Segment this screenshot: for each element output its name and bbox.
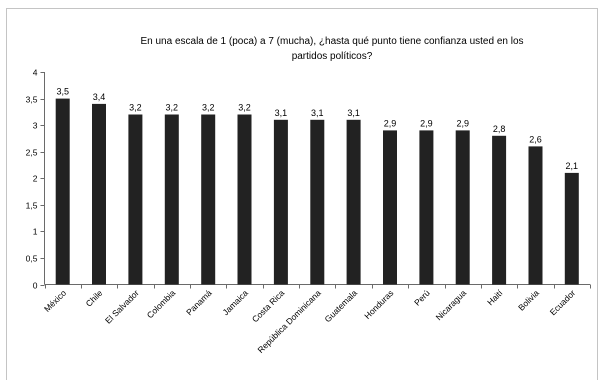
- x-tick-label-nicaragua: Nicaragua: [434, 288, 469, 323]
- data-label-peru: 2,9: [420, 118, 433, 128]
- data-label-bolivia: 2,6: [529, 134, 542, 144]
- data-labels: 3,5 3,4 3,2 3,2 3,2 3,2 3,1 3,1 3,1 2,9 2,9 2,9 2,8 2…: [56, 87, 578, 171]
- x-tick-label-el-salvador: El Salvador: [103, 288, 141, 326]
- y-tick-label: 0,5: [26, 254, 38, 264]
- bar-panama: [201, 114, 216, 285]
- data-label-guatemala: 3,1: [347, 108, 360, 118]
- chart-title-line-1: En una escala de 1 (poca) a 7 (mucha), ¿…: [140, 36, 523, 47]
- x-axis: [44, 284, 591, 289]
- y-tick-label: 0: [33, 281, 38, 291]
- bar-guatemala: [346, 119, 361, 285]
- x-tick-label-haiti: Haití: [485, 287, 505, 307]
- x-tick-label-chile: Chile: [84, 288, 105, 309]
- bar-chile: [92, 103, 106, 285]
- y-tick-label: 3: [33, 121, 38, 131]
- data-label-haiti: 2,8: [493, 124, 506, 134]
- y-tick-label: 1,5: [26, 201, 38, 211]
- bar-el-salvador: [128, 114, 143, 285]
- x-tick-label-ecuador: Ecuador: [548, 288, 578, 318]
- data-label-nicaragua: 2,9: [456, 118, 469, 128]
- bar-bolivia: [528, 146, 543, 285]
- data-label-chile: 3,4: [93, 92, 106, 102]
- data-label-costa-rica: 3,1: [275, 108, 288, 118]
- x-tick-label-peru: Perú: [412, 288, 432, 308]
- data-label-jamaica: 3,2: [238, 103, 251, 113]
- bars: [55, 98, 579, 285]
- bar-colombia: [164, 114, 179, 285]
- chart-frame: [6, 8, 598, 380]
- bar-ecuador: [564, 172, 579, 285]
- data-label-honduras: 2,9: [384, 118, 397, 128]
- x-tick-label-guatemala: Guatemala: [323, 288, 360, 325]
- data-label-ecuador: 2,1: [566, 161, 579, 171]
- data-label-el-salvador: 3,2: [129, 103, 142, 113]
- x-tick-label-panama: Panamá: [184, 288, 214, 318]
- y-tick-label: 2: [33, 174, 38, 184]
- x-tick-label-costa-rica: Costa Rica: [250, 288, 287, 325]
- bar-peru: [419, 130, 434, 285]
- bar-nicaragua: [455, 130, 470, 285]
- bar-honduras: [383, 130, 397, 285]
- y-tick-label: 1: [33, 227, 38, 237]
- x-tick-label-mexico: México: [42, 288, 68, 314]
- bar-costa-rica: [273, 119, 288, 285]
- x-tick-label-republica-dominicana: República Dominicana: [256, 288, 323, 355]
- y-tick-label: 3,5: [26, 95, 38, 105]
- x-tick-label-honduras: Honduras: [362, 288, 395, 321]
- y-tick-label: 4: [33, 68, 38, 78]
- x-tick-label-bolivia: Bolivia: [516, 288, 541, 313]
- bar-republica-dominicana: [310, 119, 325, 285]
- x-tick-label-jamaica: Jamaica: [220, 288, 250, 318]
- bar-jamaica: [237, 114, 252, 285]
- bar-mexico: [55, 98, 70, 285]
- data-label-colombia: 3,2: [166, 103, 179, 113]
- data-label-mexico: 3,5: [56, 87, 69, 97]
- data-label-republica-dominicana: 3,1: [311, 108, 324, 118]
- y-axis: 0 0,5 1 1,5 2 2,5 3 3,5 4: [26, 68, 45, 291]
- data-label-panama: 3,2: [202, 103, 215, 113]
- x-tick-label-colombia: Colombia: [145, 288, 178, 321]
- y-tick-label: 2,5: [26, 148, 38, 158]
- chart-title-line-2: partidos políticos?: [292, 51, 373, 62]
- bar-haiti: [492, 135, 507, 285]
